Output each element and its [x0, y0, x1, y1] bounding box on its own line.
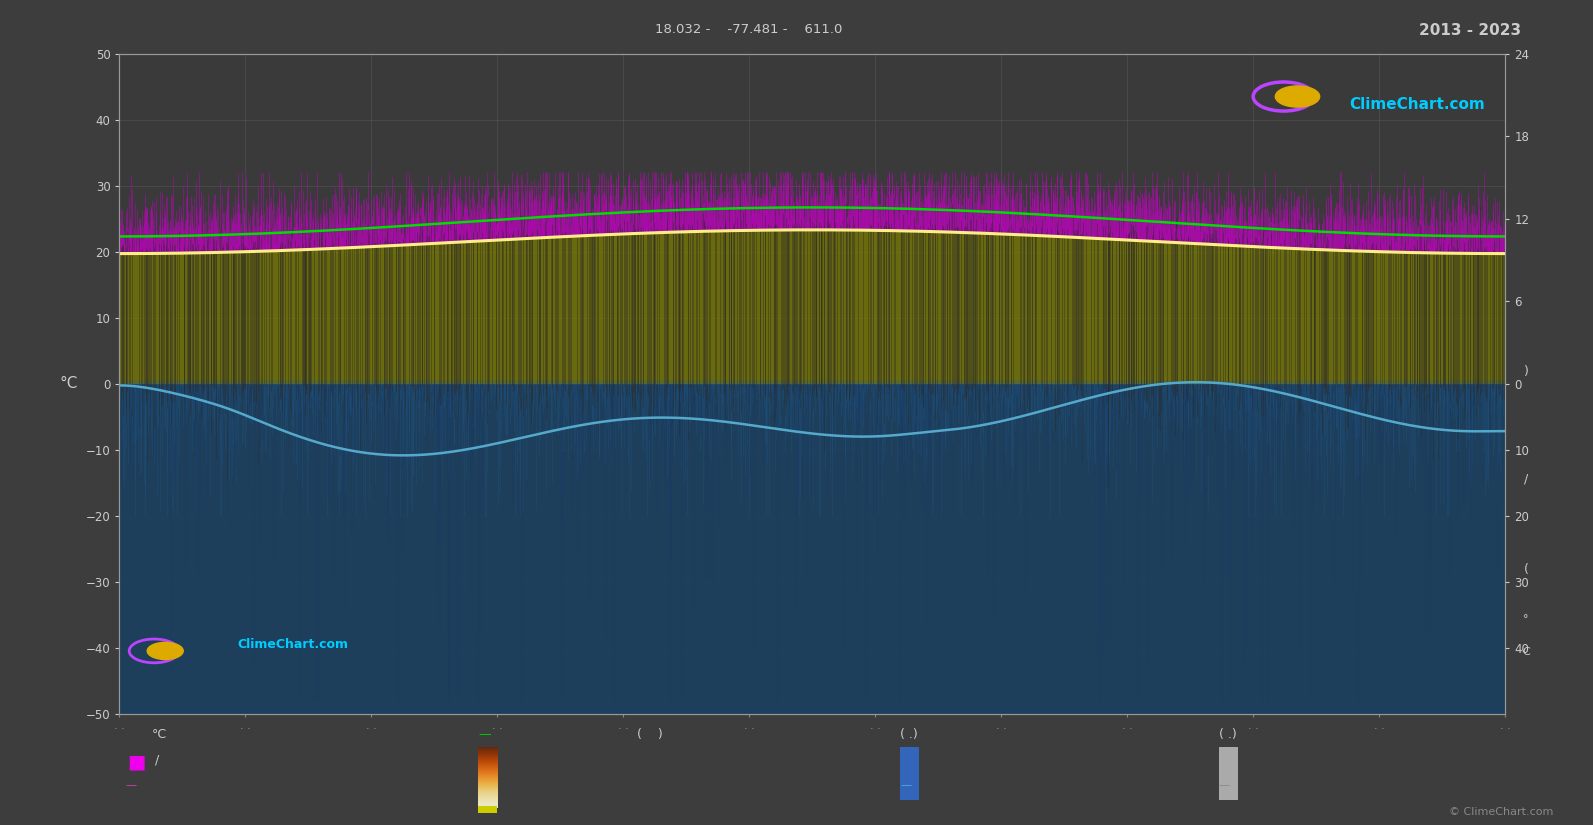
Text: 2013 - 2023: 2013 - 2023: [1419, 23, 1521, 38]
Text: (    ): ( ): [637, 728, 663, 742]
Text: ■: ■: [127, 752, 147, 771]
Text: ClimeChart.com: ClimeChart.com: [237, 638, 349, 651]
Text: 18.032 -    -77.481 -    611.0: 18.032 - -77.481 - 611.0: [655, 23, 843, 36]
Y-axis label: °C: °C: [61, 376, 78, 391]
Text: —: —: [126, 780, 137, 790]
Text: /: /: [155, 753, 159, 766]
Circle shape: [1276, 86, 1319, 107]
Text: (: (: [1523, 563, 1529, 576]
Text: °C: °C: [151, 728, 166, 742]
Text: ): ): [1523, 365, 1529, 378]
Text: ClimeChart.com: ClimeChart.com: [1349, 97, 1485, 111]
Text: /: /: [1525, 472, 1528, 485]
Text: —: —: [1219, 780, 1230, 790]
Text: C: C: [1523, 647, 1529, 657]
Text: ( .): ( .): [1219, 728, 1236, 742]
Text: °: °: [1523, 614, 1529, 624]
Circle shape: [147, 643, 183, 659]
Text: —: —: [478, 728, 491, 742]
Text: ( .): ( .): [900, 728, 918, 742]
Text: —: —: [900, 780, 911, 790]
Text: © ClimeChart.com: © ClimeChart.com: [1448, 807, 1553, 817]
